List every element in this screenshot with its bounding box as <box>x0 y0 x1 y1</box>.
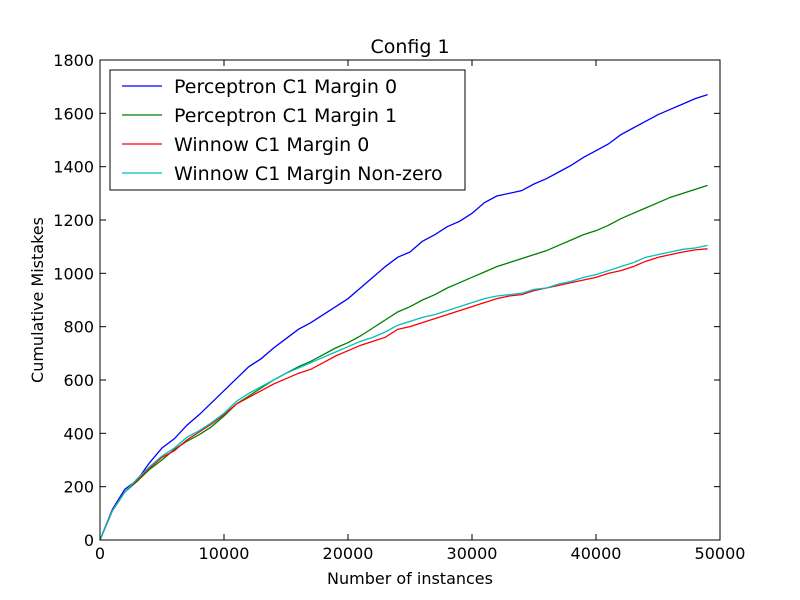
series-layer <box>99 94 708 541</box>
legend-label-3: Winnow C1 Margin 0 <box>174 134 369 156</box>
y-tick-label: 1400 <box>53 158 94 177</box>
x-tick-label: 30000 <box>447 544 498 563</box>
x-tick-label: 10000 <box>199 544 250 563</box>
y-tick-label: 0 <box>84 531 94 550</box>
legend-label-1: Perceptron C1 Margin 0 <box>174 76 397 98</box>
x-tick-label: 50000 <box>695 544 746 563</box>
legend-frame <box>109 69 466 191</box>
y-tick-label: 1600 <box>53 104 94 123</box>
y-tick-label: 1000 <box>53 264 94 283</box>
y-tick-label: 1200 <box>53 211 94 230</box>
x-tick-label: 20000 <box>323 544 374 563</box>
x-tick-label: 40000 <box>571 544 622 563</box>
ticks-layer: 0 10000 20000 30000 40000 50000 0 200 400 600 800 1… <box>53 51 745 563</box>
legend: Perceptron C1 Margin 0 Perceptron C1 Marg… <box>109 69 466 191</box>
plot-frame <box>99 59 721 541</box>
series-line-1 <box>99 94 708 541</box>
y-axis-label: Cumulative Mistakes <box>28 217 47 383</box>
series-line-2 <box>99 184 708 541</box>
y-tick-label: 1800 <box>53 51 94 70</box>
chart-title: Config 1 <box>370 36 449 58</box>
y-tick-label: 800 <box>63 318 94 337</box>
y-tick-label: 200 <box>63 478 94 497</box>
legend-label-4: Winnow C1 Margin Non-zero <box>174 163 443 185</box>
legend-label-2: Perceptron C1 Margin 1 <box>174 105 397 127</box>
y-tick-label: 400 <box>63 424 94 443</box>
y-tick-label: 600 <box>63 371 94 390</box>
series-line-3 <box>99 248 708 541</box>
series-line-4 <box>99 244 708 541</box>
x-axis-label: Number of instances <box>327 569 493 588</box>
x-tick-label: 0 <box>95 544 105 563</box>
